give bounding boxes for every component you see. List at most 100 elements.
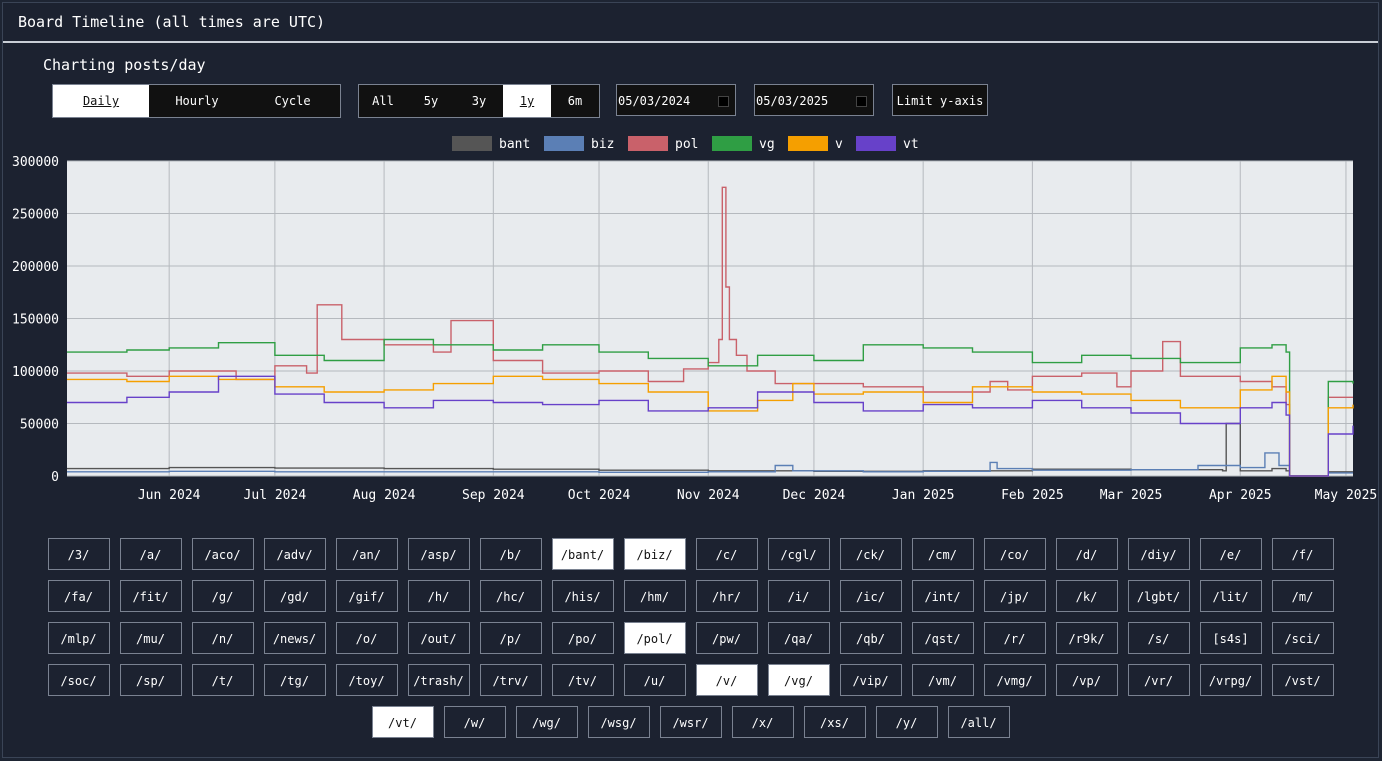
board-button-sci[interactable]: /sci/ [1271,622,1334,654]
board-button-wsr[interactable]: /wsr/ [659,706,722,738]
board-button-diy[interactable]: /diy/ [1127,538,1190,570]
board-button-v[interactable]: /v/ [695,664,758,696]
board-button-toy[interactable]: /toy/ [335,664,398,696]
tab-cycle[interactable]: Cycle [245,85,340,117]
calendar-icon[interactable] [856,96,867,107]
board-button-mu[interactable]: /mu/ [119,622,182,654]
tab-hourly[interactable]: Hourly [149,85,245,117]
board-button-t[interactable]: /t/ [191,664,254,696]
mode-tabs: Daily Hourly Cycle [52,84,341,118]
board-button-trash[interactable]: /trash/ [407,664,470,696]
board-button-vrpg[interactable]: /vrpg/ [1199,664,1262,696]
board-button-pol[interactable]: /pol/ [623,622,686,654]
board-button-s4s[interactable]: [s4s] [1199,622,1262,654]
board-button-3[interactable]: /3/ [47,538,110,570]
board-button-xs[interactable]: /xs/ [803,706,866,738]
board-button-k[interactable]: /k/ [1055,580,1118,612]
board-button-lit[interactable]: /lit/ [1199,580,1262,612]
board-button-aco[interactable]: /aco/ [191,538,254,570]
range-1y[interactable]: 1y [503,85,551,117]
range-3y[interactable]: 3y [455,85,503,117]
board-button-n[interactable]: /n/ [191,622,254,654]
board-button-h[interactable]: /h/ [407,580,470,612]
legend-swatch-v [788,136,828,151]
board-button-out[interactable]: /out/ [407,622,470,654]
board-button-soc[interactable]: /soc/ [47,664,110,696]
board-button-fa[interactable]: /fa/ [47,580,110,612]
board-button-biz[interactable]: /biz/ [623,538,686,570]
board-button-asp[interactable]: /asp/ [407,538,470,570]
board-button-pw[interactable]: /pw/ [695,622,758,654]
board-button-wg[interactable]: /wg/ [515,706,578,738]
board-button-m[interactable]: /m/ [1271,580,1334,612]
board-button-w[interactable]: /w/ [443,706,506,738]
tab-daily[interactable]: Daily [53,85,149,117]
board-button-tv[interactable]: /tv/ [551,664,614,696]
board-button-r9k[interactable]: /r9k/ [1055,622,1118,654]
board-button-vip[interactable]: /vip/ [839,664,902,696]
board-button-int[interactable]: /int/ [911,580,974,612]
board-button-bant[interactable]: /bant/ [551,538,614,570]
board-button-p[interactable]: /p/ [479,622,542,654]
board-button-his[interactable]: /his/ [551,580,614,612]
board-button-a[interactable]: /a/ [119,538,182,570]
board-button-vm[interactable]: /vm/ [911,664,974,696]
board-button-u[interactable]: /u/ [623,664,686,696]
board-button-vst[interactable]: /vst/ [1271,664,1334,696]
board-button-qa[interactable]: /qa/ [767,622,830,654]
board-button-d[interactable]: /d/ [1055,538,1118,570]
board-button-ic[interactable]: /ic/ [839,580,902,612]
series-line-vg [67,338,1354,477]
board-button-gd[interactable]: /gd/ [263,580,326,612]
board-button-jp[interactable]: /jp/ [983,580,1046,612]
board-button-ck[interactable]: /ck/ [839,538,902,570]
board-button-vmg[interactable]: /vmg/ [983,664,1046,696]
board-button-hr[interactable]: /hr/ [695,580,758,612]
board-button-vt[interactable]: /vt/ [371,706,434,738]
board-button-b[interactable]: /b/ [479,538,542,570]
board-button-fit[interactable]: /fit/ [119,580,182,612]
board-button-r[interactable]: /r/ [983,622,1046,654]
board-button-vr[interactable]: /vr/ [1127,664,1190,696]
board-button-g[interactable]: /g/ [191,580,254,612]
range-all[interactable]: All [359,85,407,117]
board-button-qst[interactable]: /qst/ [911,622,974,654]
legend-swatch-pol [628,136,668,151]
calendar-icon[interactable] [718,96,729,107]
board-button-co[interactable]: /co/ [983,538,1046,570]
board-button-sp[interactable]: /sp/ [119,664,182,696]
board-button-an[interactable]: /an/ [335,538,398,570]
board-button-i[interactable]: /i/ [767,580,830,612]
board-button-vp[interactable]: /vp/ [1055,664,1118,696]
board-button-wsg[interactable]: /wsg/ [587,706,650,738]
board-button-hc[interactable]: /hc/ [479,580,542,612]
board-button-vg[interactable]: /vg/ [767,664,830,696]
board-button-all[interactable]: /all/ [947,706,1010,738]
board-button-qb[interactable]: /qb/ [839,622,902,654]
board-button-o[interactable]: /o/ [335,622,398,654]
limit-y-axis-button[interactable]: Limit y-axis [892,84,988,116]
board-button-y[interactable]: /y/ [875,706,938,738]
board-button-e[interactable]: /e/ [1199,538,1262,570]
range-6m[interactable]: 6m [551,85,599,117]
board-button-x[interactable]: /x/ [731,706,794,738]
board-button-mlp[interactable]: /mlp/ [47,622,110,654]
board-button-s[interactable]: /s/ [1127,622,1190,654]
board-button-cm[interactable]: /cm/ [911,538,974,570]
board-button-cgl[interactable]: /cgl/ [767,538,830,570]
board-button-f[interactable]: /f/ [1271,538,1334,570]
date-from-input[interactable]: 05/03/2024 [616,84,736,116]
board-button-c[interactable]: /c/ [695,538,758,570]
board-button-hm[interactable]: /hm/ [623,580,686,612]
board-button-tg[interactable]: /tg/ [263,664,326,696]
board-button-adv[interactable]: /adv/ [263,538,326,570]
legend-label-bant: bant [499,137,530,152]
board-button-news[interactable]: /news/ [263,622,326,654]
date-to-input[interactable]: 05/03/2025 [754,84,874,116]
board-button-po[interactable]: /po/ [551,622,614,654]
board-button-gif[interactable]: /gif/ [335,580,398,612]
range-5y[interactable]: 5y [407,85,455,117]
board-button-trv[interactable]: /trv/ [479,664,542,696]
board-button-lgbt[interactable]: /lgbt/ [1127,580,1190,612]
x-tick-label: Apr 2025 [1209,488,1272,503]
